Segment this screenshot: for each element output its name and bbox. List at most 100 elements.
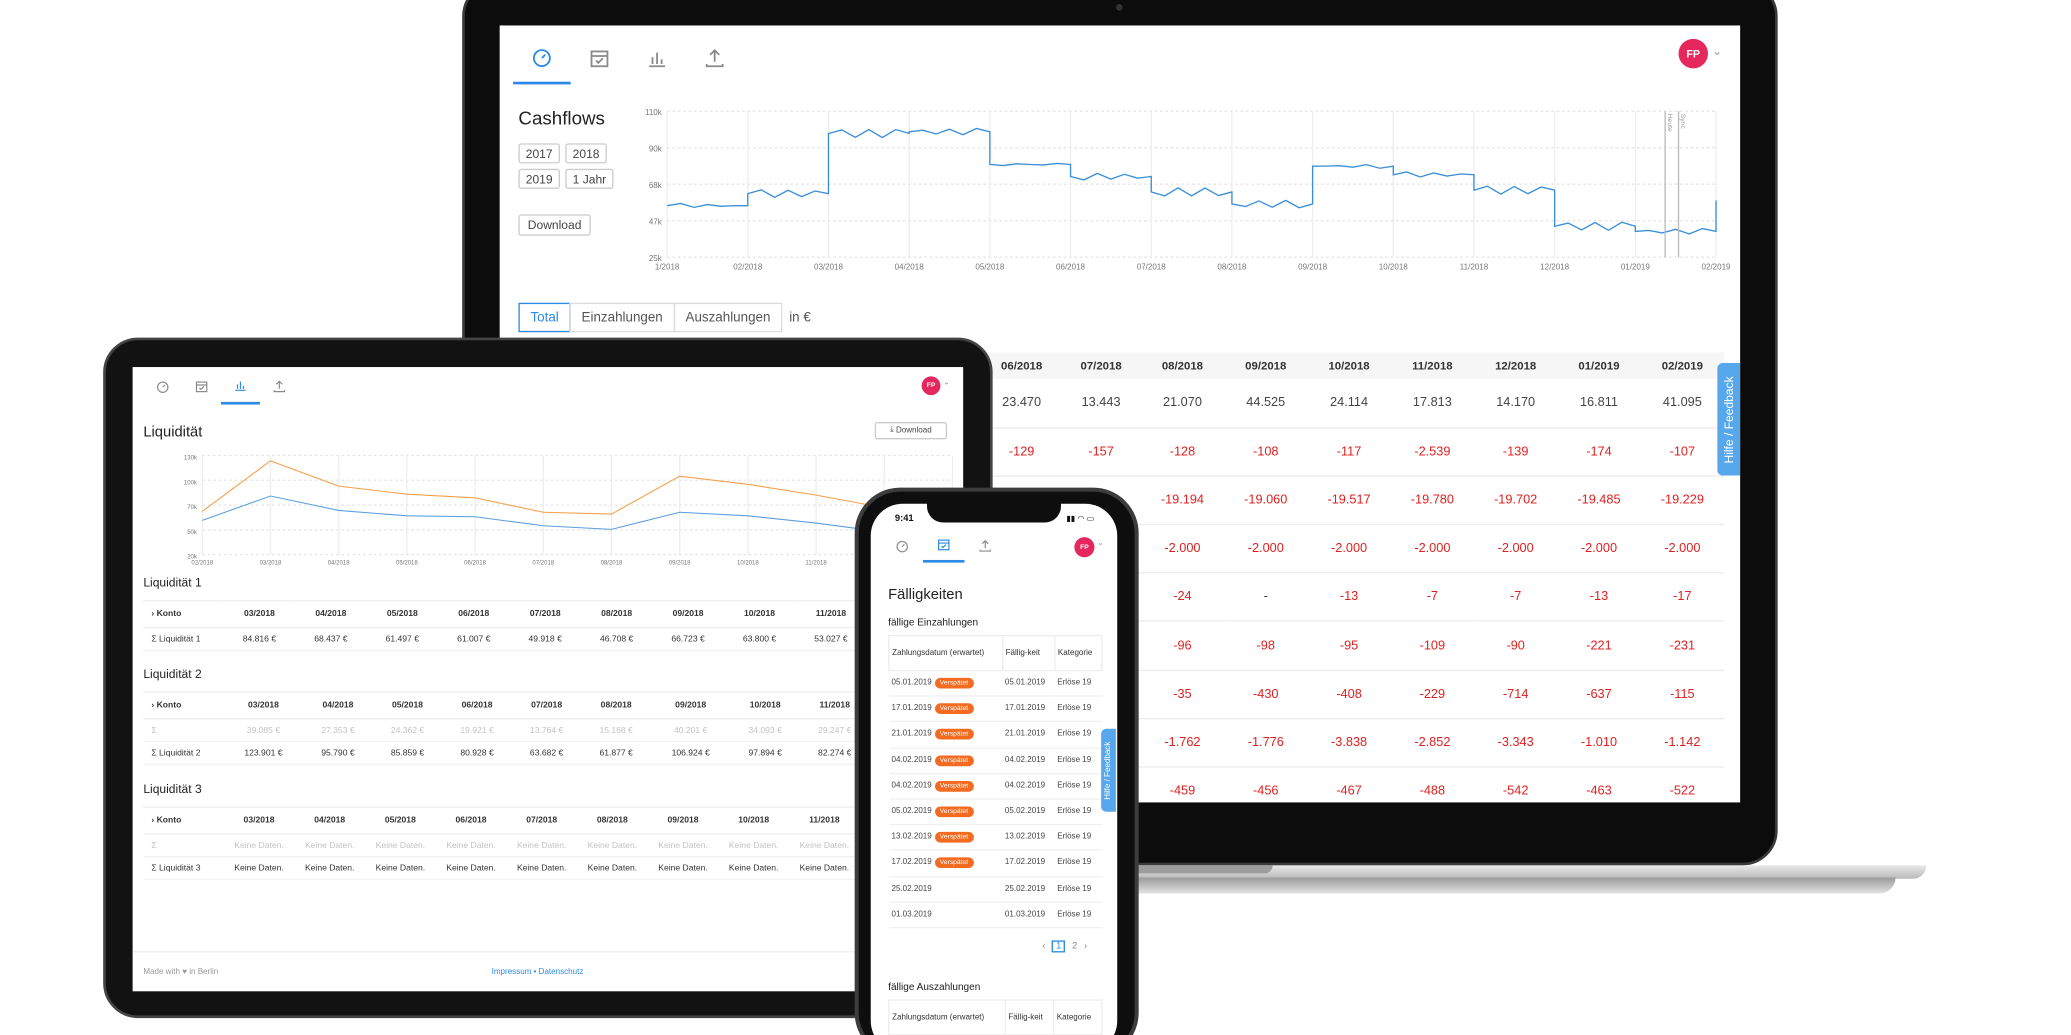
x-tick-label: 02/2019 <box>1702 262 1732 271</box>
made-in-berlin-text: Made with ♥ in Berlin <box>143 968 219 977</box>
col-header[interactable]: Kategorie <box>1053 634 1103 672</box>
chevron-down-icon[interactable]: ⌄ <box>943 379 950 388</box>
help-feedback-tab[interactable]: Hilfe / Feedback <box>1101 728 1116 812</box>
x-tick-label: 07/2018 <box>532 561 554 567</box>
col-header: 06/2018 <box>461 700 493 710</box>
tab-auszahlungen[interactable]: Auszahlungen <box>673 302 783 333</box>
page-1-button[interactable]: 1 <box>1052 940 1066 953</box>
col-header: 09/2018 <box>1224 352 1308 380</box>
footer-links[interactable]: Impressum • Datenschutz <box>491 968 584 977</box>
nav-upload[interactable] <box>686 25 744 84</box>
table-row: Σ Liquidität 2 123.901 €95.790 €85.859 €8… <box>143 741 964 765</box>
table-cell: 15.168 € <box>581 718 651 743</box>
due-cell: 17.02.2019 <box>1002 850 1055 877</box>
year-2019-button[interactable]: 2019 <box>518 168 560 189</box>
col-header[interactable]: Fällig-keit <box>1001 634 1056 672</box>
phone-screen: 9:41 ▮▮ ◠ ▭ FP ⌄ Fälligkeiten fällige Ei… <box>870 503 1118 1035</box>
table-row[interactable]: 21.01.2019 Verspätet 21.01.2019 Erlöse 19 <box>888 721 1102 749</box>
table-row[interactable]: 25.02.2019 25.02.2019 Erlöse 19 <box>888 876 1102 903</box>
table-cell: 46.708 € <box>580 627 653 652</box>
table-cell: -2.000 <box>1474 524 1558 574</box>
col-header: Konto <box>156 815 182 826</box>
col-header: 11/2018 <box>809 815 840 826</box>
category-cell: Erlöse 19 <box>1054 670 1102 697</box>
avatar[interactable]: FP <box>1678 38 1708 69</box>
table-cell: -24 <box>1140 573 1225 623</box>
prev-page-button[interactable]: ‹ <box>1042 941 1046 952</box>
year-2018-button[interactable]: 2018 <box>565 143 607 164</box>
table-cell: 53.027 € <box>795 627 867 652</box>
download-button[interactable]: Download <box>518 214 591 236</box>
year-2017-button[interactable]: 2017 <box>518 143 560 164</box>
table-cell: -1.010 <box>1557 718 1641 768</box>
table-cell: 82.274 € <box>799 741 870 765</box>
chevron-right-icon[interactable]: › <box>151 700 157 710</box>
nav-dashboard[interactable] <box>143 367 182 405</box>
tab-total[interactable]: Total <box>518 302 571 333</box>
due-cell: 05.01.2019 <box>1002 670 1055 697</box>
marker-label: Sync <box>1679 114 1686 130</box>
table-row[interactable]: 05.01.2019 Verspätet 05.01.2019 Erlöse 19 <box>888 670 1102 697</box>
late-badge: Verspätet <box>934 857 974 869</box>
table-cell: 49.918 € <box>509 627 581 652</box>
table-row[interactable]: 04.02.2019 Verspätet 04.02.2019 Erlöse 19 <box>888 747 1102 774</box>
y-tick-label: 130k <box>184 455 198 461</box>
download-button[interactable]: ⤓ Download <box>874 421 948 440</box>
page-2-button[interactable]: 2 <box>1072 941 1078 952</box>
category-cell: Erlöse 19 <box>1054 850 1102 877</box>
table-header-cell: 05/2018 <box>372 691 443 720</box>
chevron-down-icon[interactable]: ⌄ <box>1097 539 1104 548</box>
chevron-right-icon[interactable]: › <box>151 815 157 826</box>
table-row[interactable]: 17.01.2019 Verspätet 17.01.2019 Erlöse 19 <box>888 696 1102 723</box>
chevron-down-icon[interactable]: ⌄ <box>1712 44 1723 58</box>
table-row[interactable]: 01.03.2019 01.03.2019 Erlöse 19 <box>888 901 1102 929</box>
table-cell: -90 <box>1474 621 1558 671</box>
table-cell: -19.229 <box>1640 476 1725 526</box>
table-row[interactable]: 13.02.2019 Verspätet 13.02.2019 Erlöse 19 <box>888 824 1102 852</box>
chevron-right-icon[interactable]: › <box>151 609 157 619</box>
nav-dashboard[interactable] <box>513 25 571 85</box>
unit-label: in € <box>789 310 811 325</box>
nav-charts[interactable] <box>221 367 260 405</box>
nav-calendar[interactable] <box>182 367 221 405</box>
col-header-date[interactable]: Zahlungsdatum (erwartet) <box>888 999 1006 1035</box>
nav-calendar[interactable] <box>922 528 965 563</box>
col-header[interactable]: Zahlungsdatum (erwartet) <box>888 634 1003 672</box>
nav-upload[interactable] <box>965 528 1007 563</box>
col-header-due[interactable]: Fällig-keit <box>1004 999 1055 1035</box>
nav-charts[interactable] <box>628 25 686 84</box>
table-header-cell: 10/2018 <box>730 691 800 720</box>
table-header-cell: 08/2018 <box>581 691 651 720</box>
nav-calendar[interactable] <box>571 25 629 84</box>
help-feedback-tab[interactable]: Hilfe / Feedback <box>1717 363 1741 476</box>
x-tick-label: 08/2018 <box>601 561 623 567</box>
x-tick-label: 05/2018 <box>396 561 418 567</box>
x-tick-label: 04/2018 <box>895 262 925 271</box>
cashflow-tabs: Total Einzahlungen Auszahlungen in € <box>518 302 811 333</box>
table-row[interactable]: 17.02.2019 Verspätet 17.02.2019 Erlöse 19 <box>888 850 1102 877</box>
status-icons: ▮▮ ◠ ▭ <box>1066 515 1095 524</box>
page-title: Fälligkeiten <box>888 586 963 603</box>
tab-einzahlungen[interactable]: Einzahlungen <box>569 302 675 333</box>
nav-dashboard[interactable] <box>881 528 923 563</box>
avatar[interactable]: FP <box>1074 537 1095 558</box>
liquidity-table-1: › Konto 03/2018 04/2018 05/2018 06/2018 07/20… <box>143 600 964 652</box>
nav-upload[interactable] <box>260 367 299 405</box>
next-page-button[interactable]: › <box>1083 941 1088 952</box>
table-row[interactable]: 05.02.2019 Verspätet 05.02.2019 Erlöse 19 <box>888 798 1102 826</box>
avatar[interactable]: FP <box>921 376 941 396</box>
one-year-button[interactable]: 1 Jahr <box>565 168 614 189</box>
col-header: Konto <box>156 609 182 619</box>
table-header-cell: › Konto <box>143 806 224 835</box>
table-cell: -96 <box>1140 621 1225 671</box>
table-row[interactable]: 04.02.2019 Verspätet 04.02.2019 Erlöse 19 <box>888 773 1102 800</box>
col-header-category[interactable]: Kategorie <box>1052 999 1103 1035</box>
table-cell: -463 <box>1557 766 1641 803</box>
table-row: 23.470 13.443 21.070 44.525 24.114 17.813 14.1… <box>981 379 1725 429</box>
table-header-cell: 03/2018 <box>223 600 296 629</box>
table-cell: -98 <box>1224 621 1308 671</box>
table-cell: 80.928 € <box>442 741 512 765</box>
table-cell: Keine Daten. <box>718 833 790 858</box>
table-cell: -2.852 <box>1390 718 1475 768</box>
table-header-cell: 06/2018 <box>442 691 512 720</box>
